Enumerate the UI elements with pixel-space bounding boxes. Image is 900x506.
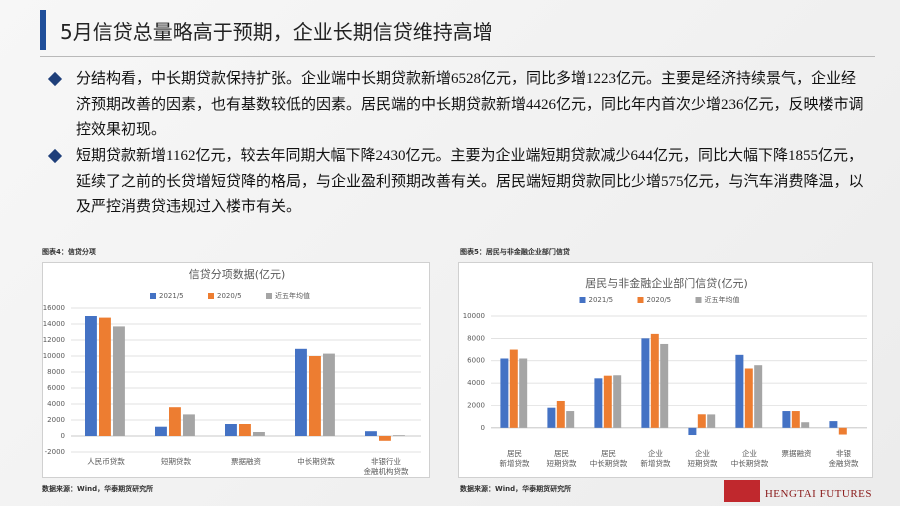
figure-caption: 图表5：居民与非金融企业部门信贷	[460, 248, 570, 256]
bar	[365, 431, 377, 436]
legend-swatch	[150, 293, 156, 299]
bar	[801, 422, 810, 428]
y-tick-label: 8000	[47, 368, 65, 376]
y-tick-label: 2000	[467, 401, 485, 409]
chart-panel: 信贷分项数据(亿元) 2021/5 2020/5 近五年均值 -2000 0 2000 400…	[42, 262, 430, 478]
y-tick-label: 6000	[467, 357, 485, 365]
bar	[791, 411, 800, 428]
legend-label: 近五年均值	[705, 295, 740, 304]
y-tick-label: 16000	[43, 304, 65, 312]
bar	[697, 414, 706, 428]
bar	[707, 414, 716, 428]
chart: 信贷分项数据(亿元) 2021/5 2020/5 近五年均值 -2000 0 2000 400…	[43, 267, 421, 456]
bar	[613, 375, 622, 428]
x-tick-label: 企业 中长期贷款	[730, 449, 769, 468]
bar	[594, 378, 603, 428]
figure-caption: 图表4：信贷分项	[42, 248, 96, 256]
chart-title: 居民与非金融企业部门信贷(亿元)	[585, 276, 748, 290]
chart-panel: 居民与非金融企业部门信贷(亿元) 2021/5 2020/5 近五年均值 0 2000 40…	[458, 262, 873, 478]
bar	[155, 426, 167, 436]
bullet: 短期贷款新增1162亿元，较去年同期大幅下降2430亿元。主要为企业端短期贷款减…	[46, 144, 866, 221]
bar	[547, 407, 556, 428]
legend-label: 2021/5	[159, 292, 184, 300]
legend-swatch	[579, 297, 586, 303]
legend-label: 2020/5	[217, 292, 242, 300]
legend-label: 近五年均值	[275, 291, 310, 300]
x-tick-label: 非银行业 金融机构贷款	[363, 457, 409, 476]
bar	[688, 427, 697, 436]
figure-source: 数据来源：Wind，华泰期货研究所	[42, 485, 154, 493]
bar	[641, 338, 650, 428]
x-tick-label: 居民 中长期贷款	[589, 449, 628, 468]
slide-title: 5月信贷总量略高于预期，企业长期信贷维持高增	[60, 20, 493, 44]
x-tick-label: 非银 金融贷款	[828, 449, 859, 468]
legend-label: 2021/5	[589, 296, 614, 304]
x-tick-label: 短期贷款	[161, 457, 191, 466]
bar	[183, 414, 195, 436]
bar	[782, 411, 791, 428]
title-rule	[40, 56, 875, 57]
y-tick-label: -2000	[45, 448, 65, 456]
legend-label: 2020/5	[647, 296, 672, 304]
y-tick-label: 4000	[467, 379, 485, 387]
y-tick-label: 6000	[47, 384, 65, 392]
bar	[829, 421, 838, 428]
title-accent	[40, 10, 46, 50]
bar	[556, 400, 565, 428]
bar	[113, 326, 125, 436]
y-tick-label: 4000	[47, 400, 65, 408]
bar	[85, 316, 97, 436]
bar	[295, 348, 307, 436]
x-tick-label: 企业 新增贷款	[640, 449, 671, 468]
bar	[169, 407, 181, 436]
bar	[660, 343, 669, 428]
legend-swatch	[695, 297, 702, 303]
y-tick-label: 10000	[43, 352, 65, 360]
logo-mark	[724, 480, 760, 502]
figure-source: 数据来源：Wind，华泰期货研究所	[460, 485, 572, 493]
y-tick-label: 2000	[47, 416, 65, 424]
y-tick-label: 12000	[43, 336, 65, 344]
bar	[225, 424, 237, 436]
bar	[393, 435, 405, 436]
x-tick-label: 居民 短期贷款	[546, 449, 577, 468]
bar	[239, 424, 251, 436]
bar	[603, 375, 612, 428]
x-tick-label: 票据融资	[231, 457, 261, 466]
y-tick-label: 14000	[43, 320, 65, 328]
bar	[500, 358, 509, 428]
x-tick-label: 居民 新增贷款	[499, 449, 530, 468]
x-tick-label: 企业 短期贷款	[687, 449, 718, 468]
y-tick-label: 0	[481, 424, 485, 432]
bar	[509, 349, 518, 428]
legend-swatch	[637, 297, 644, 303]
bar	[650, 333, 659, 428]
x-tick-label: 人民币贷款	[87, 457, 125, 466]
bar	[99, 317, 111, 436]
bar	[379, 436, 391, 441]
y-tick-label: 0	[61, 432, 65, 440]
legend-swatch	[266, 293, 272, 299]
bar	[519, 358, 528, 428]
chart: 居民与非金融企业部门信贷(亿元) 2021/5 2020/5 近五年均值 0 2000 40…	[463, 276, 867, 436]
chart-title: 信贷分项数据(亿元)	[189, 267, 286, 281]
bullet: 分结构看，中长期贷款保持扩张。企业端中长期贷款新增6528亿元，同比多增1223…	[46, 67, 866, 144]
bar	[744, 368, 753, 428]
y-tick-label: 8000	[467, 334, 485, 342]
bar	[754, 365, 763, 428]
bar	[566, 411, 575, 428]
logo: HENGTAI FUTURES	[764, 488, 872, 500]
x-tick-label: 票据融资	[781, 449, 812, 458]
y-tick-label: 10000	[463, 312, 485, 320]
bar	[838, 427, 847, 435]
bar	[253, 432, 265, 436]
legend-swatch	[208, 293, 214, 299]
bar	[323, 353, 335, 436]
x-tick-label: 中长期贷款	[297, 457, 335, 466]
bar	[309, 356, 321, 436]
bar	[735, 354, 744, 428]
